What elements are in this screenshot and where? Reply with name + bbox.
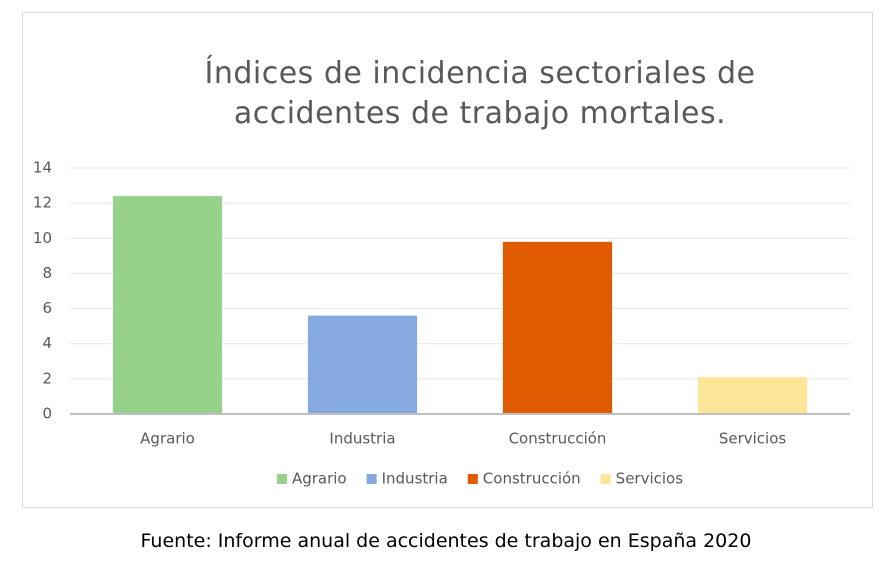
source-note: Fuente: Informe anual de accidentes de t… xyxy=(140,530,752,552)
y-tick-label: 14 xyxy=(33,159,52,177)
legend-label: Industria xyxy=(382,470,448,488)
y-tick-label: 0 xyxy=(42,405,52,423)
y-tick-label: 8 xyxy=(42,264,52,282)
x-tick-label: Industria xyxy=(329,430,395,448)
bar xyxy=(307,315,418,414)
y-tick-label: 10 xyxy=(33,229,52,247)
bar xyxy=(502,241,613,414)
legend-label: Agrario xyxy=(292,470,347,488)
bar xyxy=(697,377,808,414)
chart-title: Índices de incidencia sectoriales de acc… xyxy=(204,56,756,131)
x-tick-label: Servicios xyxy=(719,430,787,448)
y-tick-label: 6 xyxy=(42,299,52,317)
y-tick-label: 12 xyxy=(33,194,52,212)
legend-swatch xyxy=(276,474,287,484)
bar xyxy=(112,196,223,414)
y-tick-label: 4 xyxy=(42,334,52,352)
x-tick-label: Construcción xyxy=(509,430,607,448)
legend-label: Construcción xyxy=(483,470,581,488)
legend-swatch xyxy=(467,474,478,484)
legend-swatch xyxy=(600,474,611,484)
x-tick-label: Agrario xyxy=(140,430,195,448)
legend-label: Servicios xyxy=(616,470,684,488)
legend-swatch xyxy=(366,474,377,484)
y-tick-label: 2 xyxy=(42,369,52,387)
